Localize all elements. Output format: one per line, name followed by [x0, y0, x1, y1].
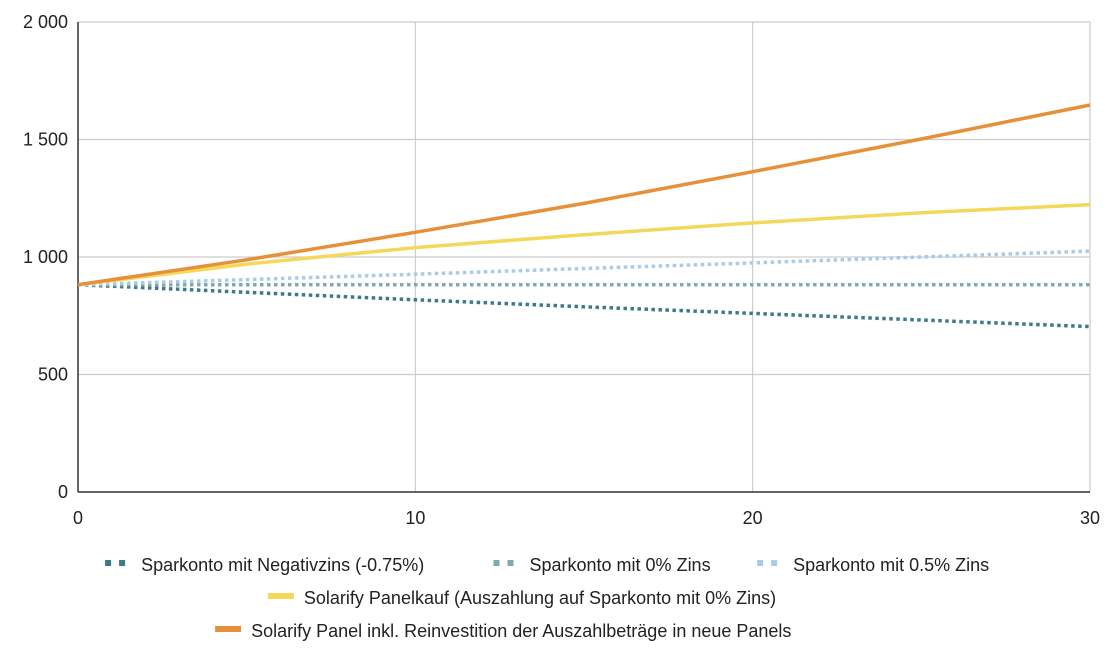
series-lines [77, 103, 1091, 329]
series-line-3 [77, 249, 1091, 287]
legend-swatch [507, 560, 514, 566]
series-line-5 [77, 103, 1091, 287]
y-tick-label: 500 [38, 365, 68, 385]
series-line-1 [77, 282, 1091, 329]
legend-label: Sparkonto mit Negativzins (-0.75%) [141, 555, 424, 575]
legend-swatch [771, 560, 778, 566]
tick-labels: 0 500 1 000 1 500 2 000 0 10 20 30 [23, 12, 1100, 528]
grid [78, 21, 1091, 492]
y-tick-label: 1 500 [23, 130, 68, 150]
x-tick-label: 0 [73, 508, 83, 528]
legend-swatch [215, 626, 242, 632]
legend: Sparkonto mit Negativzins (-0.75%) Sparko… [105, 555, 989, 641]
legend-swatch [119, 560, 126, 566]
legend-label: Sparkonto mit 0% Zins [530, 555, 711, 575]
legend-swatch [105, 560, 112, 566]
legend-label: Sparkonto mit 0.5% Zins [793, 555, 989, 575]
legend-label: Solarify Panelkauf (Auszahlung auf Spark… [304, 588, 776, 608]
legend-swatch [267, 593, 294, 599]
x-tick-label: 30 [1080, 508, 1100, 528]
axes [77, 22, 1090, 493]
x-tick-label: 10 [405, 508, 425, 528]
legend-swatch [757, 560, 764, 566]
y-tick-label: 0 [58, 482, 68, 502]
y-tick-label: 2 000 [23, 12, 68, 32]
x-tick-label: 20 [743, 508, 763, 528]
y-tick-label: 1 000 [23, 247, 68, 267]
legend-label: Solarify Panel inkl. Reinvestition der A… [251, 621, 791, 641]
legend-swatch [493, 560, 500, 566]
series-line-4 [77, 202, 1091, 287]
